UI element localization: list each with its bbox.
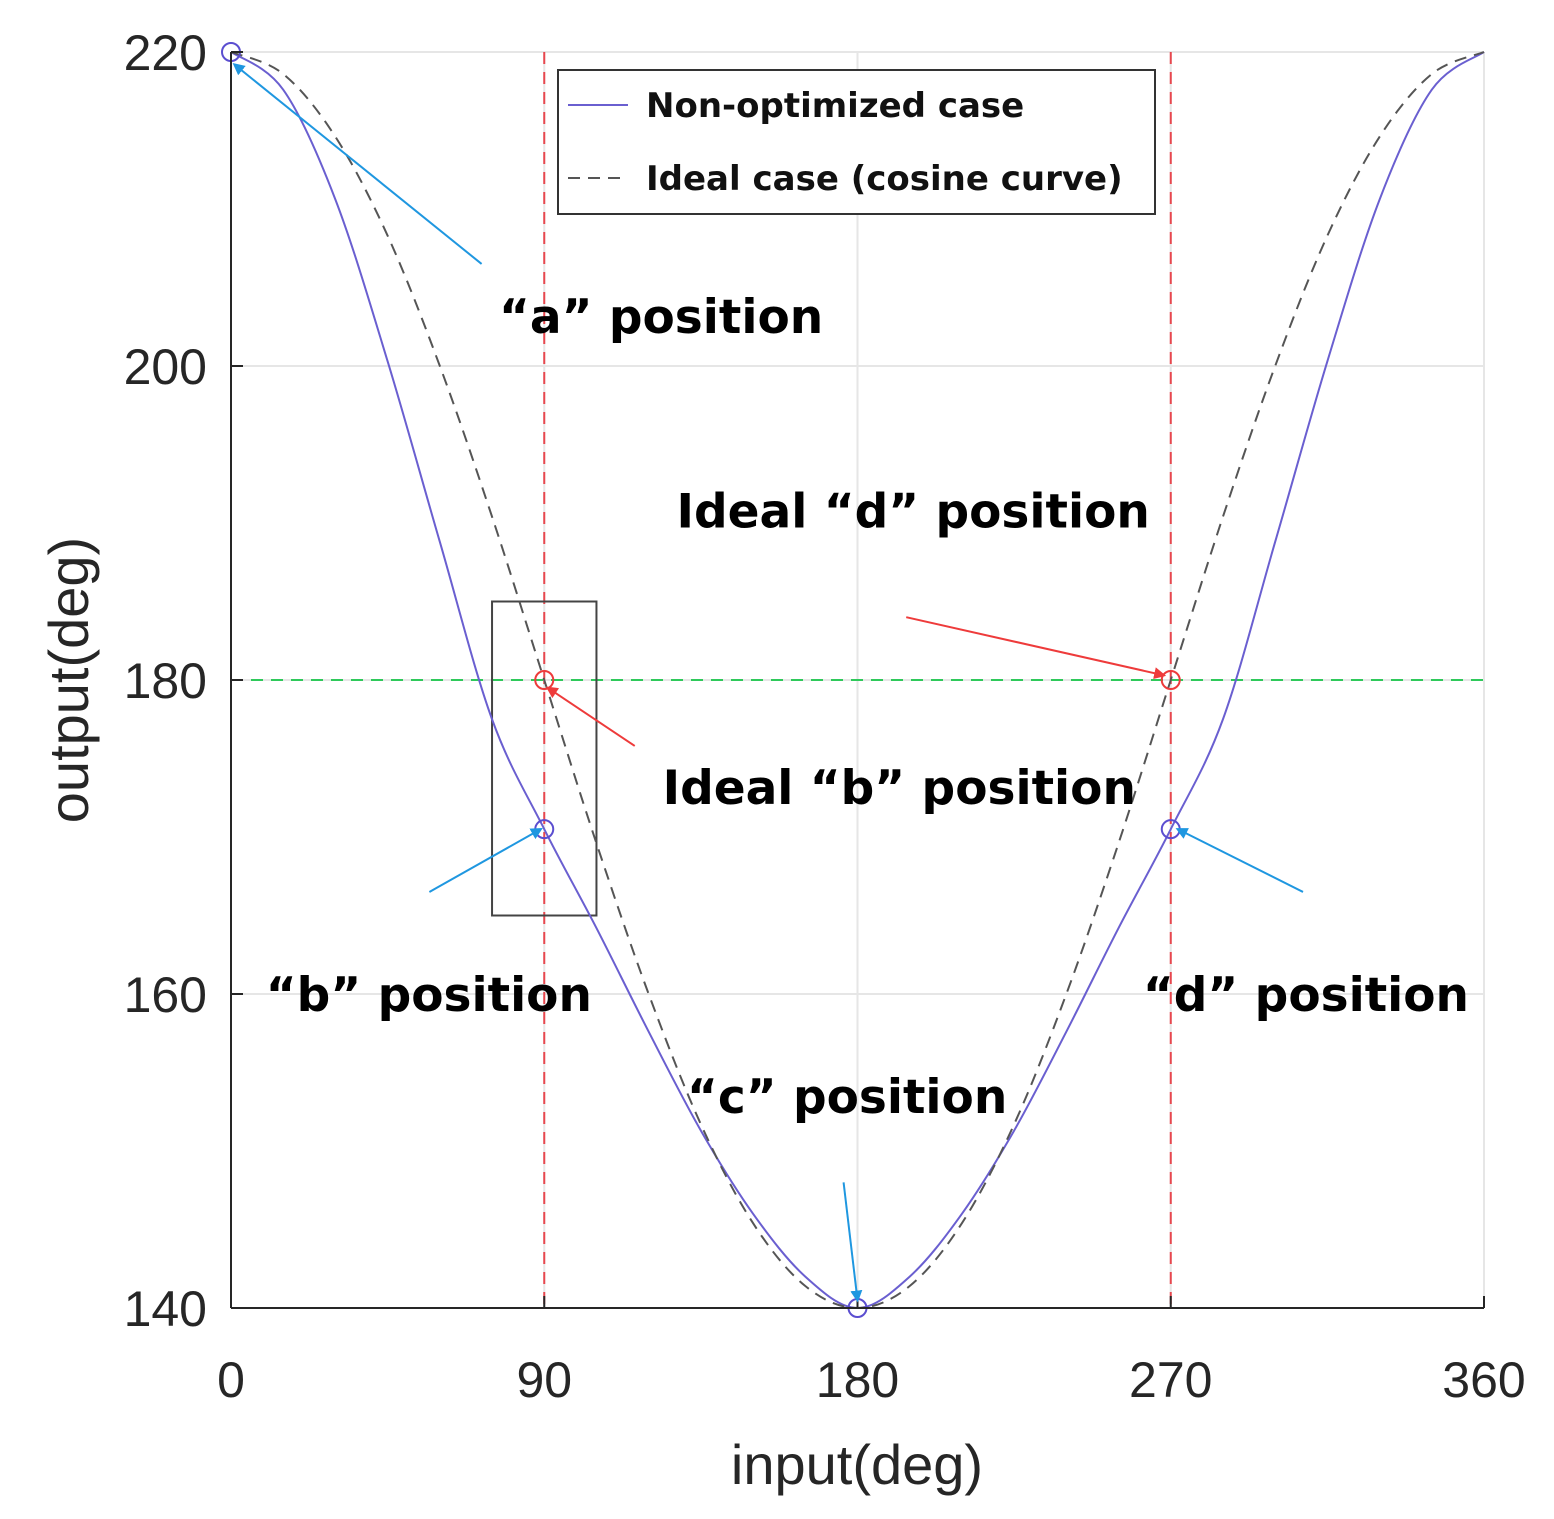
annotation-arrow-5 [842,1182,863,1303]
annotation-label-1: Ideal “d” position [677,484,1150,539]
y-tick-label-1: 160 [124,967,207,1023]
annotation-arrow-3 [428,827,543,893]
legend-label-series-0: Non-optimized case [646,86,1024,126]
x-tick-label-3: 270 [1129,1352,1212,1408]
legend-label-series-1: Ideal case (cosine curve) [646,159,1123,199]
y-axis-label: output(deg) [37,537,100,823]
x-tick-label-0: 0 [217,1352,245,1408]
legend: Non-optimized case Ideal case (cosine cu… [557,69,1156,215]
y-tick-label-2: 180 [124,653,207,709]
tick-labels: 0 90 180 270 360 140 160 180 200 220 [124,25,1526,1408]
highlight-box-layer [491,600,598,917]
x-axis-label: input(deg) [731,1433,983,1496]
annotation-arrow-1 [906,616,1167,680]
annotation-label-4: “d” position [1143,968,1469,1023]
highlight-box [491,600,598,917]
x-tick-label-2: 180 [816,1352,899,1408]
annotation-label-5: “c” position [687,1070,1007,1125]
annotation-label-2: Ideal “b” position [663,761,1136,816]
annotation-arrow-0 [232,63,483,265]
x-tick-label-4: 360 [1442,1352,1525,1408]
annotation-label-0: “a” position [499,290,823,345]
marker-point-5 [1160,670,1181,690]
y-tick-label-0: 140 [124,1281,207,1337]
annotations: “a” position Ideal “d” position Ideal “b” … [232,63,1469,1303]
annotation-arrow-2 [545,686,636,747]
x-tick-label-1: 90 [516,1352,572,1408]
y-tick-label-3: 200 [124,339,207,395]
annotation-arrow-4 [1175,828,1304,893]
marker-point-4 [534,670,555,690]
annotation-label-3: “b” position [266,968,592,1023]
legend-box [557,69,1156,215]
y-tick-label-4: 220 [124,25,207,81]
